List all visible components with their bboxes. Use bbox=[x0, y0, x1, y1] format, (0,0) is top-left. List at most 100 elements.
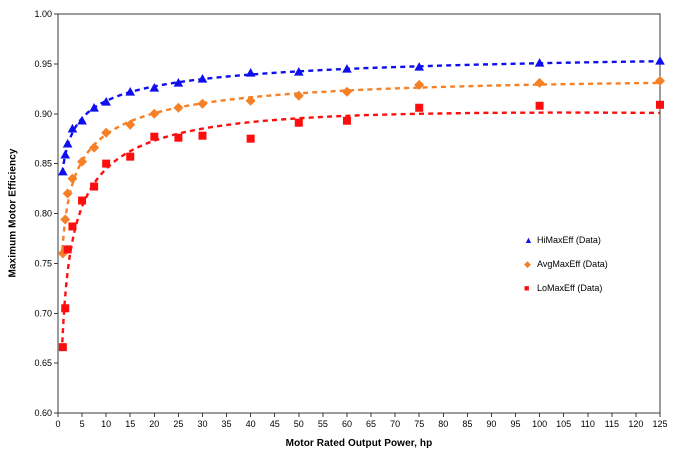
x-tick-label: 70 bbox=[390, 419, 400, 429]
avgmaxeff-data-point bbox=[197, 98, 208, 109]
series-avgmaxeff bbox=[57, 75, 665, 259]
himaxeff-data-point bbox=[67, 123, 78, 133]
himaxeff-data-point bbox=[245, 68, 256, 77]
avgmaxeff-data-point bbox=[77, 156, 88, 167]
himaxeff-data-point bbox=[294, 67, 304, 76]
y-tick-label: 0.90 bbox=[34, 109, 52, 119]
himaxeff-data-point bbox=[77, 115, 87, 125]
x-tick-label: 10 bbox=[101, 419, 111, 429]
x-tick-label: 110 bbox=[581, 419, 595, 429]
x-tick-label: 35 bbox=[222, 419, 232, 429]
x-tick-label: 45 bbox=[270, 419, 280, 429]
x-tick-label: 90 bbox=[486, 419, 496, 429]
x-tick-label: 95 bbox=[511, 419, 521, 429]
avgmaxeff-data-point bbox=[149, 108, 160, 119]
lomaxeff-data-point bbox=[342, 116, 351, 125]
y-tick-label: 0.80 bbox=[34, 209, 52, 219]
legend-item-lomaxeff: ■ LoMaxEff (Data) bbox=[524, 276, 608, 300]
himaxeff-data-point bbox=[149, 83, 160, 92]
himaxeff-data-point bbox=[655, 56, 665, 65]
x-tick-label: 40 bbox=[246, 419, 256, 429]
lomaxeff-data-point bbox=[58, 343, 67, 352]
x-tick-label: 15 bbox=[125, 419, 135, 429]
lomaxeff-data-point bbox=[150, 132, 159, 141]
himaxeff-data-point bbox=[342, 64, 352, 73]
lomaxeff-data-point bbox=[68, 222, 77, 231]
avgmaxeff-data-point bbox=[89, 142, 100, 153]
avgmaxeff-data-point bbox=[655, 75, 665, 86]
avgmaxeff-data-point bbox=[293, 90, 304, 101]
lomaxeff-data-point bbox=[78, 196, 87, 205]
x-tick-label: 30 bbox=[197, 419, 207, 429]
avgmaxeff-data-point bbox=[60, 214, 71, 225]
himaxeff-data-point bbox=[534, 58, 545, 67]
himaxeff-data-point bbox=[89, 102, 99, 112]
lomaxeff-data-point bbox=[198, 131, 207, 140]
avgmaxeff-data-point bbox=[62, 188, 73, 199]
square-marker-icon: ■ bbox=[524, 282, 530, 293]
y-tick-label: 0.95 bbox=[34, 59, 52, 69]
x-tick-label: 0 bbox=[55, 419, 60, 429]
y-tick-label: 0.60 bbox=[34, 408, 52, 418]
x-tick-label: 100 bbox=[532, 419, 547, 429]
avgmaxeff-data-point bbox=[173, 102, 184, 113]
x-tick-label: 25 bbox=[173, 419, 183, 429]
x-axis-title: Motor Rated Output Power, hp bbox=[285, 438, 433, 449]
avgmaxeff-data-point bbox=[67, 173, 78, 184]
avgmaxeff-data-point bbox=[534, 77, 545, 88]
x-tick-label: 60 bbox=[342, 419, 352, 429]
himaxeff-data-point bbox=[414, 62, 424, 71]
himaxeff-data-point bbox=[62, 138, 73, 148]
avgmaxeff-trendline bbox=[61, 81, 661, 251]
lomaxeff-data-point bbox=[63, 245, 72, 254]
avgmaxeff-data-point bbox=[101, 127, 112, 138]
diamond-marker-icon: ◆ bbox=[524, 258, 531, 269]
lomaxeff-data-point bbox=[61, 304, 70, 313]
x-tick-label: 65 bbox=[366, 419, 376, 429]
legend-item-himaxeff: ▲ HiMaxEff (Data) bbox=[524, 228, 608, 252]
x-tick-label: 115 bbox=[605, 419, 619, 429]
chart-legend: ▲ HiMaxEff (Data) ◆ AvgMaxEff (Data) ■ L… bbox=[524, 228, 608, 300]
himaxeff-data-point bbox=[58, 166, 68, 176]
himaxeff-data-point bbox=[60, 149, 71, 159]
y-tick-label: 0.85 bbox=[34, 159, 52, 169]
plot-border bbox=[57, 13, 661, 414]
lomaxeff-data-point bbox=[246, 134, 255, 143]
lomaxeff-data-point bbox=[415, 103, 424, 112]
lomaxeff-data-point bbox=[174, 133, 183, 142]
himaxeff-data-point bbox=[197, 74, 208, 83]
legend-label: HiMaxEff (Data) bbox=[537, 235, 601, 245]
x-tick-label: 125 bbox=[652, 419, 667, 429]
avgmaxeff-data-point bbox=[414, 79, 425, 90]
series-himaxeff bbox=[58, 56, 665, 176]
legend-label: AvgMaxEff (Data) bbox=[537, 259, 608, 269]
lomaxeff-data-point bbox=[294, 118, 303, 127]
avgmaxeff-data-point bbox=[245, 95, 256, 106]
himaxeff-trendline bbox=[61, 60, 661, 174]
y-tick-label: 0.70 bbox=[34, 308, 52, 318]
lomaxeff-data-point bbox=[535, 101, 544, 110]
x-tick-label: 20 bbox=[149, 419, 159, 429]
lomaxeff-data-point bbox=[126, 152, 135, 161]
himaxeff-data-point bbox=[125, 87, 136, 96]
himaxeff-data-point bbox=[173, 78, 184, 87]
y-tick-label: 1.00 bbox=[34, 9, 52, 19]
y-tick-label: 0.75 bbox=[34, 258, 52, 268]
x-tick-label: 120 bbox=[628, 419, 643, 429]
legend-label: LoMaxEff (Data) bbox=[537, 283, 603, 293]
x-tick-label: 105 bbox=[556, 419, 571, 429]
legend-item-avgmaxeff: ◆ AvgMaxEff (Data) bbox=[524, 252, 608, 276]
y-tick-label: 0.65 bbox=[34, 358, 52, 368]
y-axis-title: Maximum Motor Efficiency bbox=[7, 148, 19, 278]
x-tick-label: 80 bbox=[438, 419, 448, 429]
x-tick-label: 75 bbox=[414, 419, 424, 429]
avgmaxeff-data-point bbox=[341, 86, 352, 97]
series-lomaxeff bbox=[58, 100, 664, 352]
x-tick-label: 55 bbox=[318, 419, 328, 429]
avgmaxeff-data-point bbox=[125, 119, 136, 130]
x-tick-label: 50 bbox=[294, 419, 304, 429]
lomaxeff-data-point bbox=[102, 159, 111, 168]
lomaxeff-data-point bbox=[90, 182, 99, 191]
